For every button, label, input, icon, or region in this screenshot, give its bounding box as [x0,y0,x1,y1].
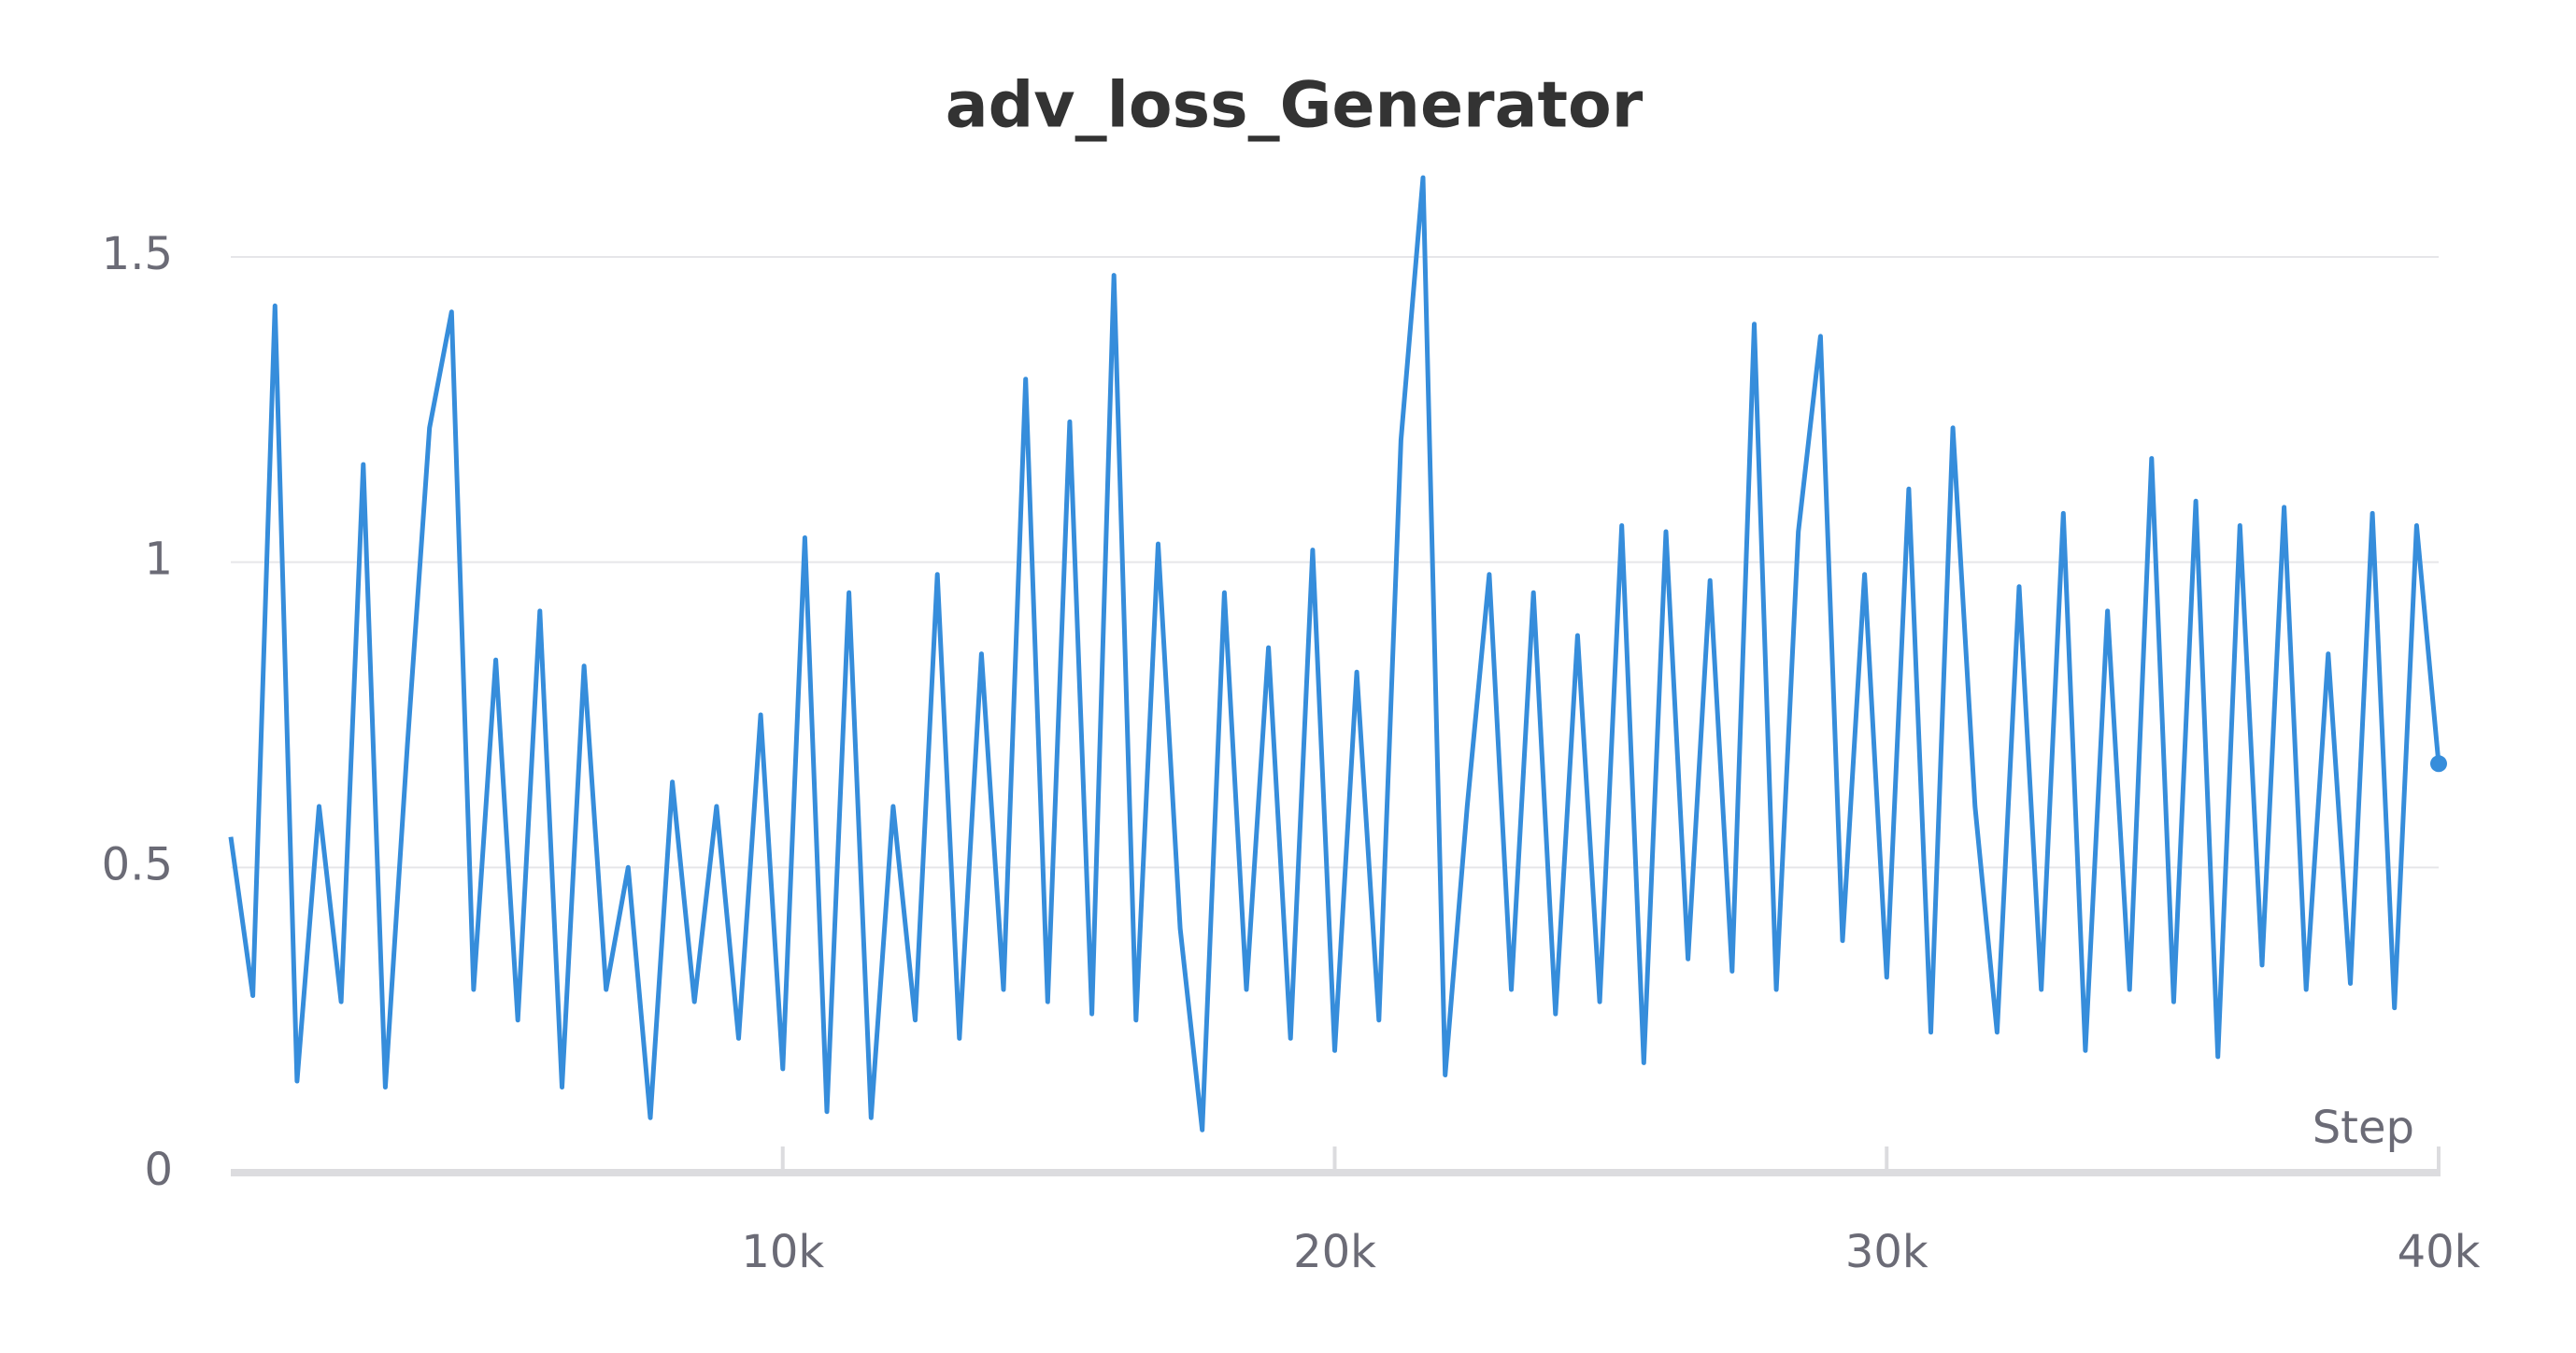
line [228,175,2441,1132]
x-tick-label: 40k [2398,1226,2481,1278]
y-tick-label: 0.5 [102,838,173,890]
chart-title: adv_loss_Generator [946,69,1644,143]
x-tick-label: 30k [1845,1226,1928,1278]
x-axis-label: Step [2313,1102,2414,1154]
y-tick-label: 0 [144,1144,173,1196]
x-tick-label: 10k [741,1226,824,1278]
y-tick-label: 1.5 [102,228,173,280]
y-tick-label: 1 [144,534,173,586]
end-point [2430,755,2447,773]
x-tick-label: 20k [1293,1226,1376,1278]
